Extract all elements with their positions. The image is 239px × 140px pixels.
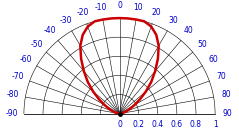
Text: 20: 20	[152, 8, 161, 17]
Text: 10: 10	[133, 3, 143, 12]
Text: 0.2: 0.2	[133, 120, 145, 129]
Text: 90: 90	[223, 109, 232, 118]
Text: 80: 80	[221, 90, 231, 99]
Text: -70: -70	[12, 72, 24, 81]
Text: -10: -10	[95, 3, 107, 12]
Text: 0: 0	[117, 1, 122, 10]
Text: 0.4: 0.4	[152, 120, 164, 129]
Text: 50: 50	[197, 40, 207, 49]
Text: 60: 60	[208, 55, 218, 64]
Text: -40: -40	[44, 26, 56, 35]
Text: 70: 70	[216, 72, 226, 81]
Text: -80: -80	[7, 90, 19, 99]
Text: -90: -90	[5, 109, 18, 118]
Text: 40: 40	[184, 26, 194, 35]
Text: -30: -30	[59, 16, 72, 25]
Text: -50: -50	[31, 40, 43, 49]
Text: -20: -20	[76, 8, 89, 17]
Text: -60: -60	[20, 55, 32, 64]
Text: 1: 1	[213, 120, 217, 129]
Text: 0.8: 0.8	[190, 120, 202, 129]
Text: 0: 0	[117, 120, 122, 129]
Text: 0.6: 0.6	[171, 120, 183, 129]
Text: 30: 30	[169, 16, 178, 25]
